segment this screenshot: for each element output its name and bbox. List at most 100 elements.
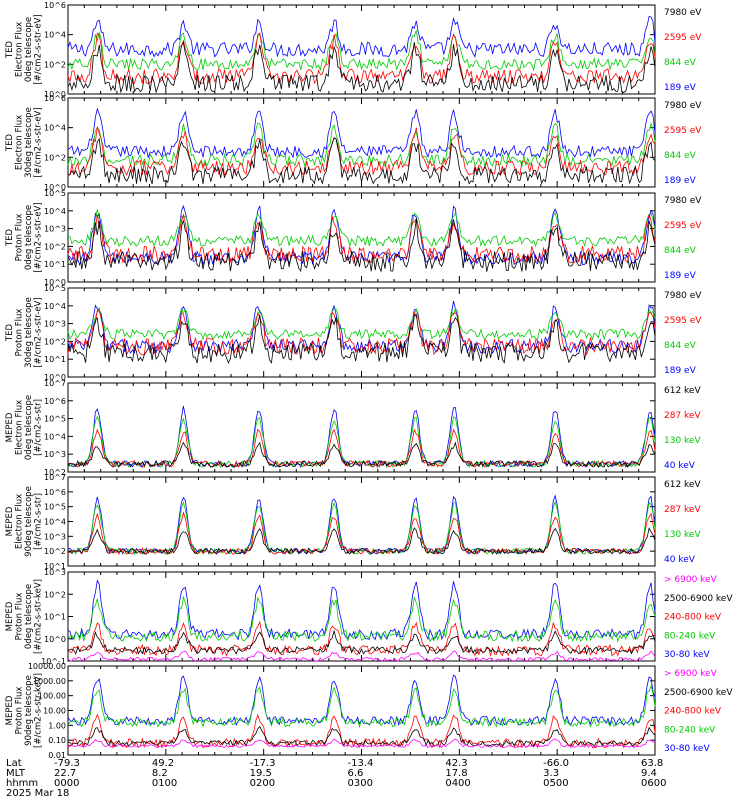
y-axis-label-line: 30deg telescope (24, 297, 34, 368)
series-line-2595-ev (67, 309, 656, 356)
y-axis-label: TEDProton Flux30deg telescope[#/cm2-s-st… (5, 297, 44, 368)
y-tick-label: 10^0 (44, 90, 66, 99)
series-line-189-ev (67, 204, 656, 267)
y-tick-label: 1000.00 (33, 677, 66, 686)
plot-frame (67, 97, 656, 188)
series-line-2595-ev (67, 32, 656, 85)
y-tick-label: 10^3 (44, 225, 66, 234)
y-tick-label: 10^4 (44, 432, 66, 441)
y-tick-label: 0.10 (48, 736, 66, 745)
y-tick-label: 10^2 (44, 337, 66, 346)
y-axis-label-line: Proton Flux (14, 593, 24, 641)
series-line-287-kev (67, 511, 656, 556)
y-axis-label-line: MEPED (5, 601, 15, 631)
y-axis-label-line: MEPED (5, 412, 15, 442)
series-line-40-kev (67, 494, 656, 556)
y-tick-label: 10^6 (44, 1, 66, 10)
legend-entry: 7980 eV (664, 291, 702, 301)
series-line-7980-ev (67, 313, 656, 364)
legend-entry: 240-800 keV (664, 707, 722, 717)
legend-entry: 130 keV (664, 530, 701, 540)
legend-entry: 7980 eV (664, 196, 702, 206)
y-tick-label: 10^6 (44, 397, 66, 406)
footer-mlt-value: 17.8 (445, 768, 468, 779)
series-line-612-kev (67, 527, 656, 555)
y-tick-label: 1.00 (48, 721, 66, 730)
y-axis-label-line: [#/cm2-s-str-eV] (33, 107, 43, 177)
legend-entry: 240-800 keV (664, 613, 722, 623)
series-line-189-ev (67, 107, 656, 159)
footer-lat-value: 49.2 (151, 758, 175, 769)
y-axis-label: TEDElectron Flux0deg telescope[#/cm2-s-s… (5, 14, 44, 84)
y-axis-label-line: MEPED (5, 506, 15, 536)
y-tick-label: 10^5 (44, 189, 66, 198)
y-axis-label-line: 0deg telescope (24, 395, 34, 460)
footer-row-label-mlt: MLT (6, 768, 25, 779)
footer-mlt-value: 3.3 (543, 768, 560, 779)
y-axis-label-line: 0deg telescope (24, 584, 34, 649)
legend-entry: 612 keV (664, 480, 701, 490)
y-axis-label-line: Electron Flux (14, 115, 24, 170)
series-line--6900-kev (67, 738, 656, 749)
y-axis-label-line: [#/cm2-s-str-eV] (33, 202, 43, 272)
y-axis-label-line: Electron Flux (14, 22, 24, 77)
y-tick-label: 10^4 (44, 124, 66, 133)
series-line-80-240-kev (67, 684, 656, 729)
series-line-2500-6900-kev (67, 629, 656, 656)
y-tick-label: 100.00 (38, 692, 66, 701)
chart-panel-8: 0.01 0.10 1.00 10.00 100.00 1000.00 10000.00 ME… (5, 662, 734, 760)
y-axis-label: MEPEDProton Flux0deg telescope[#/cm2-s-s… (5, 579, 44, 654)
y-tick-label: 10^2 (44, 60, 66, 69)
legend-entry: 844 eV (664, 58, 697, 68)
legend-entry: 844 eV (664, 151, 697, 161)
series-line-189-ev (67, 15, 656, 58)
legend-entry: 2500-6900 keV (664, 594, 733, 604)
y-tick-label: 10^1 (44, 260, 66, 269)
series-line-2500-6900-kev (67, 725, 656, 747)
y-tick-label: 10^4 (44, 518, 66, 527)
legend-entry: 2595 eV (664, 33, 702, 43)
y-tick-label: 10^5 (44, 503, 66, 512)
y-tick-label: 10^0 (44, 183, 66, 192)
plot-frame (67, 665, 656, 756)
series-line-80-240-kev (67, 596, 656, 643)
chart-panel-6: 10^110^210^310^410^510^610^7MEPEDElectro… (5, 473, 702, 571)
y-tick-label: 10^1 (44, 355, 66, 364)
footer-lat-value: -17.3 (249, 758, 276, 769)
series-line-240-800-kev (67, 620, 656, 657)
y-axis-label: MEPEDElectron Flux0deg telescope[#/cm2-s… (5, 395, 44, 460)
legend-entry: 189 eV (664, 83, 697, 93)
y-tick-label: 10^6 (44, 488, 66, 497)
y-axis-label: TEDElectron Flux30deg telescope[#/cm2-s-… (5, 107, 44, 178)
y-axis-label-line: [#/cm2-s-str-eV] (33, 14, 43, 84)
y-axis-label-line: [#/cm2-s-str] (33, 493, 43, 550)
footer-lat-value: 63.8 (641, 758, 664, 769)
y-tick-label: 10^3 (44, 320, 66, 329)
y-axis-label-line: [#/cm2-s-str] (33, 399, 43, 456)
plot-frame (67, 192, 656, 283)
series-line--6900-kev (67, 650, 656, 662)
y-tick-label: 10^2 (44, 547, 66, 556)
legend-entry: 612 keV (664, 386, 701, 396)
footer-lat-value: -13.4 (347, 758, 374, 769)
footer-lat-value: -79.3 (54, 758, 80, 769)
legend-entry: 7980 eV (664, 101, 702, 111)
y-tick-label: 10^1 (44, 562, 66, 571)
series-line-844-ev (67, 306, 656, 341)
y-tick-label: 10^2 (44, 153, 66, 162)
series-line-130-kev (67, 500, 656, 555)
y-tick-label: 10^7 (44, 473, 66, 482)
y-tick-label: 10^4 (44, 302, 66, 311)
footer-hhmm-value: 0000 (54, 778, 80, 789)
footer-hhmm-value: 0300 (347, 778, 373, 789)
series-line-30-80-kev (67, 579, 656, 641)
y-axis-label-line: Electron Flux (14, 400, 24, 455)
plot-frame (67, 287, 656, 378)
y-tick-label: 10^-1 (41, 657, 66, 666)
y-axis-label: TEDProton Flux0deg telescope[#/cm2-s-str… (5, 202, 44, 272)
y-tick-label: 10^3 (44, 532, 66, 541)
